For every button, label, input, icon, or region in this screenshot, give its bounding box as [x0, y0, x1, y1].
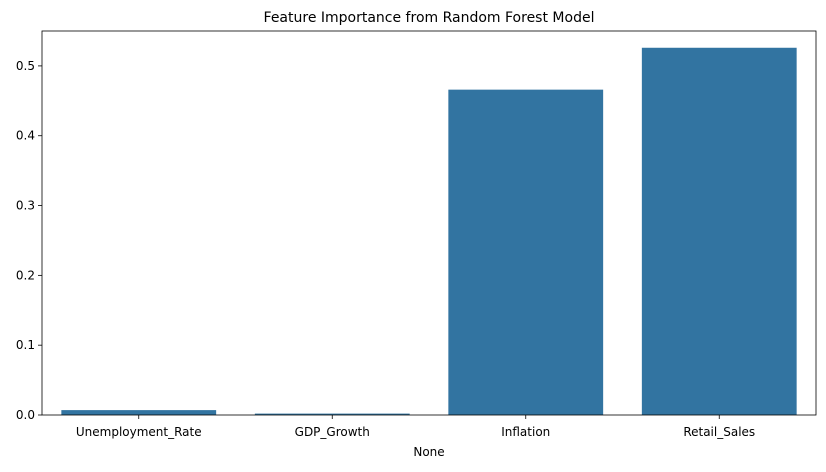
bars-layer — [61, 47, 797, 416]
x-tick-label: Unemployment_Rate — [76, 425, 202, 439]
bar-inflation — [448, 89, 604, 416]
plot-frame — [41, 30, 817, 416]
axes-layer: Unemployment_Rate GDP_Growth Inflation Reta… — [16, 30, 817, 439]
y-tick-label: 0.2 — [16, 268, 35, 282]
y-tick-label: 0.5 — [16, 59, 35, 73]
x-axis-label: None — [413, 445, 444, 459]
bar-retail-sales — [641, 47, 797, 415]
bar-unemployment-rate — [61, 410, 217, 415]
x-tick-label: Retail_Sales — [683, 425, 755, 439]
chart-title: Feature Importance from Random Forest Mo… — [264, 10, 595, 26]
y-tick-label: 0.0 — [16, 408, 35, 422]
y-tick-label: 0.4 — [16, 129, 35, 143]
x-tick-label: Inflation — [501, 425, 550, 439]
y-tick-label: 0.3 — [16, 199, 35, 213]
x-tick-label: GDP_Growth — [295, 425, 370, 439]
bar-gdp-growth — [254, 413, 410, 415]
y-tick-label: 0.1 — [16, 338, 35, 352]
